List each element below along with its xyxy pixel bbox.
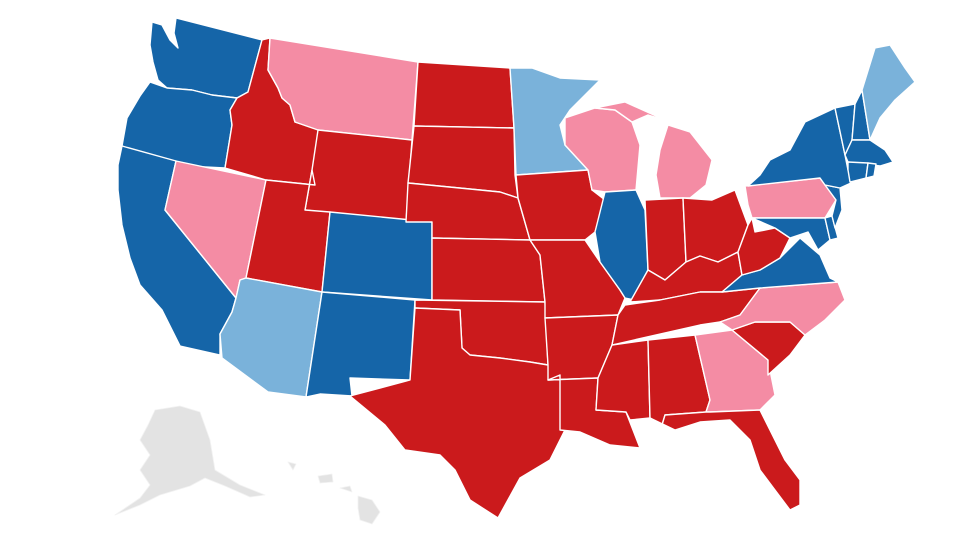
- state-nc[interactable]: [719, 281, 846, 336]
- state-nd[interactable]: [413, 61, 515, 129]
- hawaii-inset: [287, 461, 381, 525]
- state-ct[interactable]: [847, 161, 869, 183]
- alaska-inset: [114, 405, 266, 516]
- state-nm[interactable]: [305, 291, 416, 398]
- state-de[interactable]: [824, 215, 839, 241]
- state-ks[interactable]: [431, 237, 546, 303]
- state-ak[interactable]: [114, 405, 266, 516]
- state-hi[interactable]: [287, 461, 381, 525]
- state-mn[interactable]: [509, 67, 601, 176]
- state-tx[interactable]: [349, 307, 566, 519]
- state-ri[interactable]: [865, 162, 877, 179]
- state-wy[interactable]: [304, 129, 413, 223]
- state-mi[interactable]: [594, 101, 713, 199]
- state-fl[interactable]: [649, 409, 801, 511]
- state-wa[interactable]: [149, 17, 263, 99]
- state-me[interactable]: [861, 44, 916, 141]
- state-co[interactable]: [321, 211, 433, 301]
- state-mo[interactable]: [529, 239, 626, 319]
